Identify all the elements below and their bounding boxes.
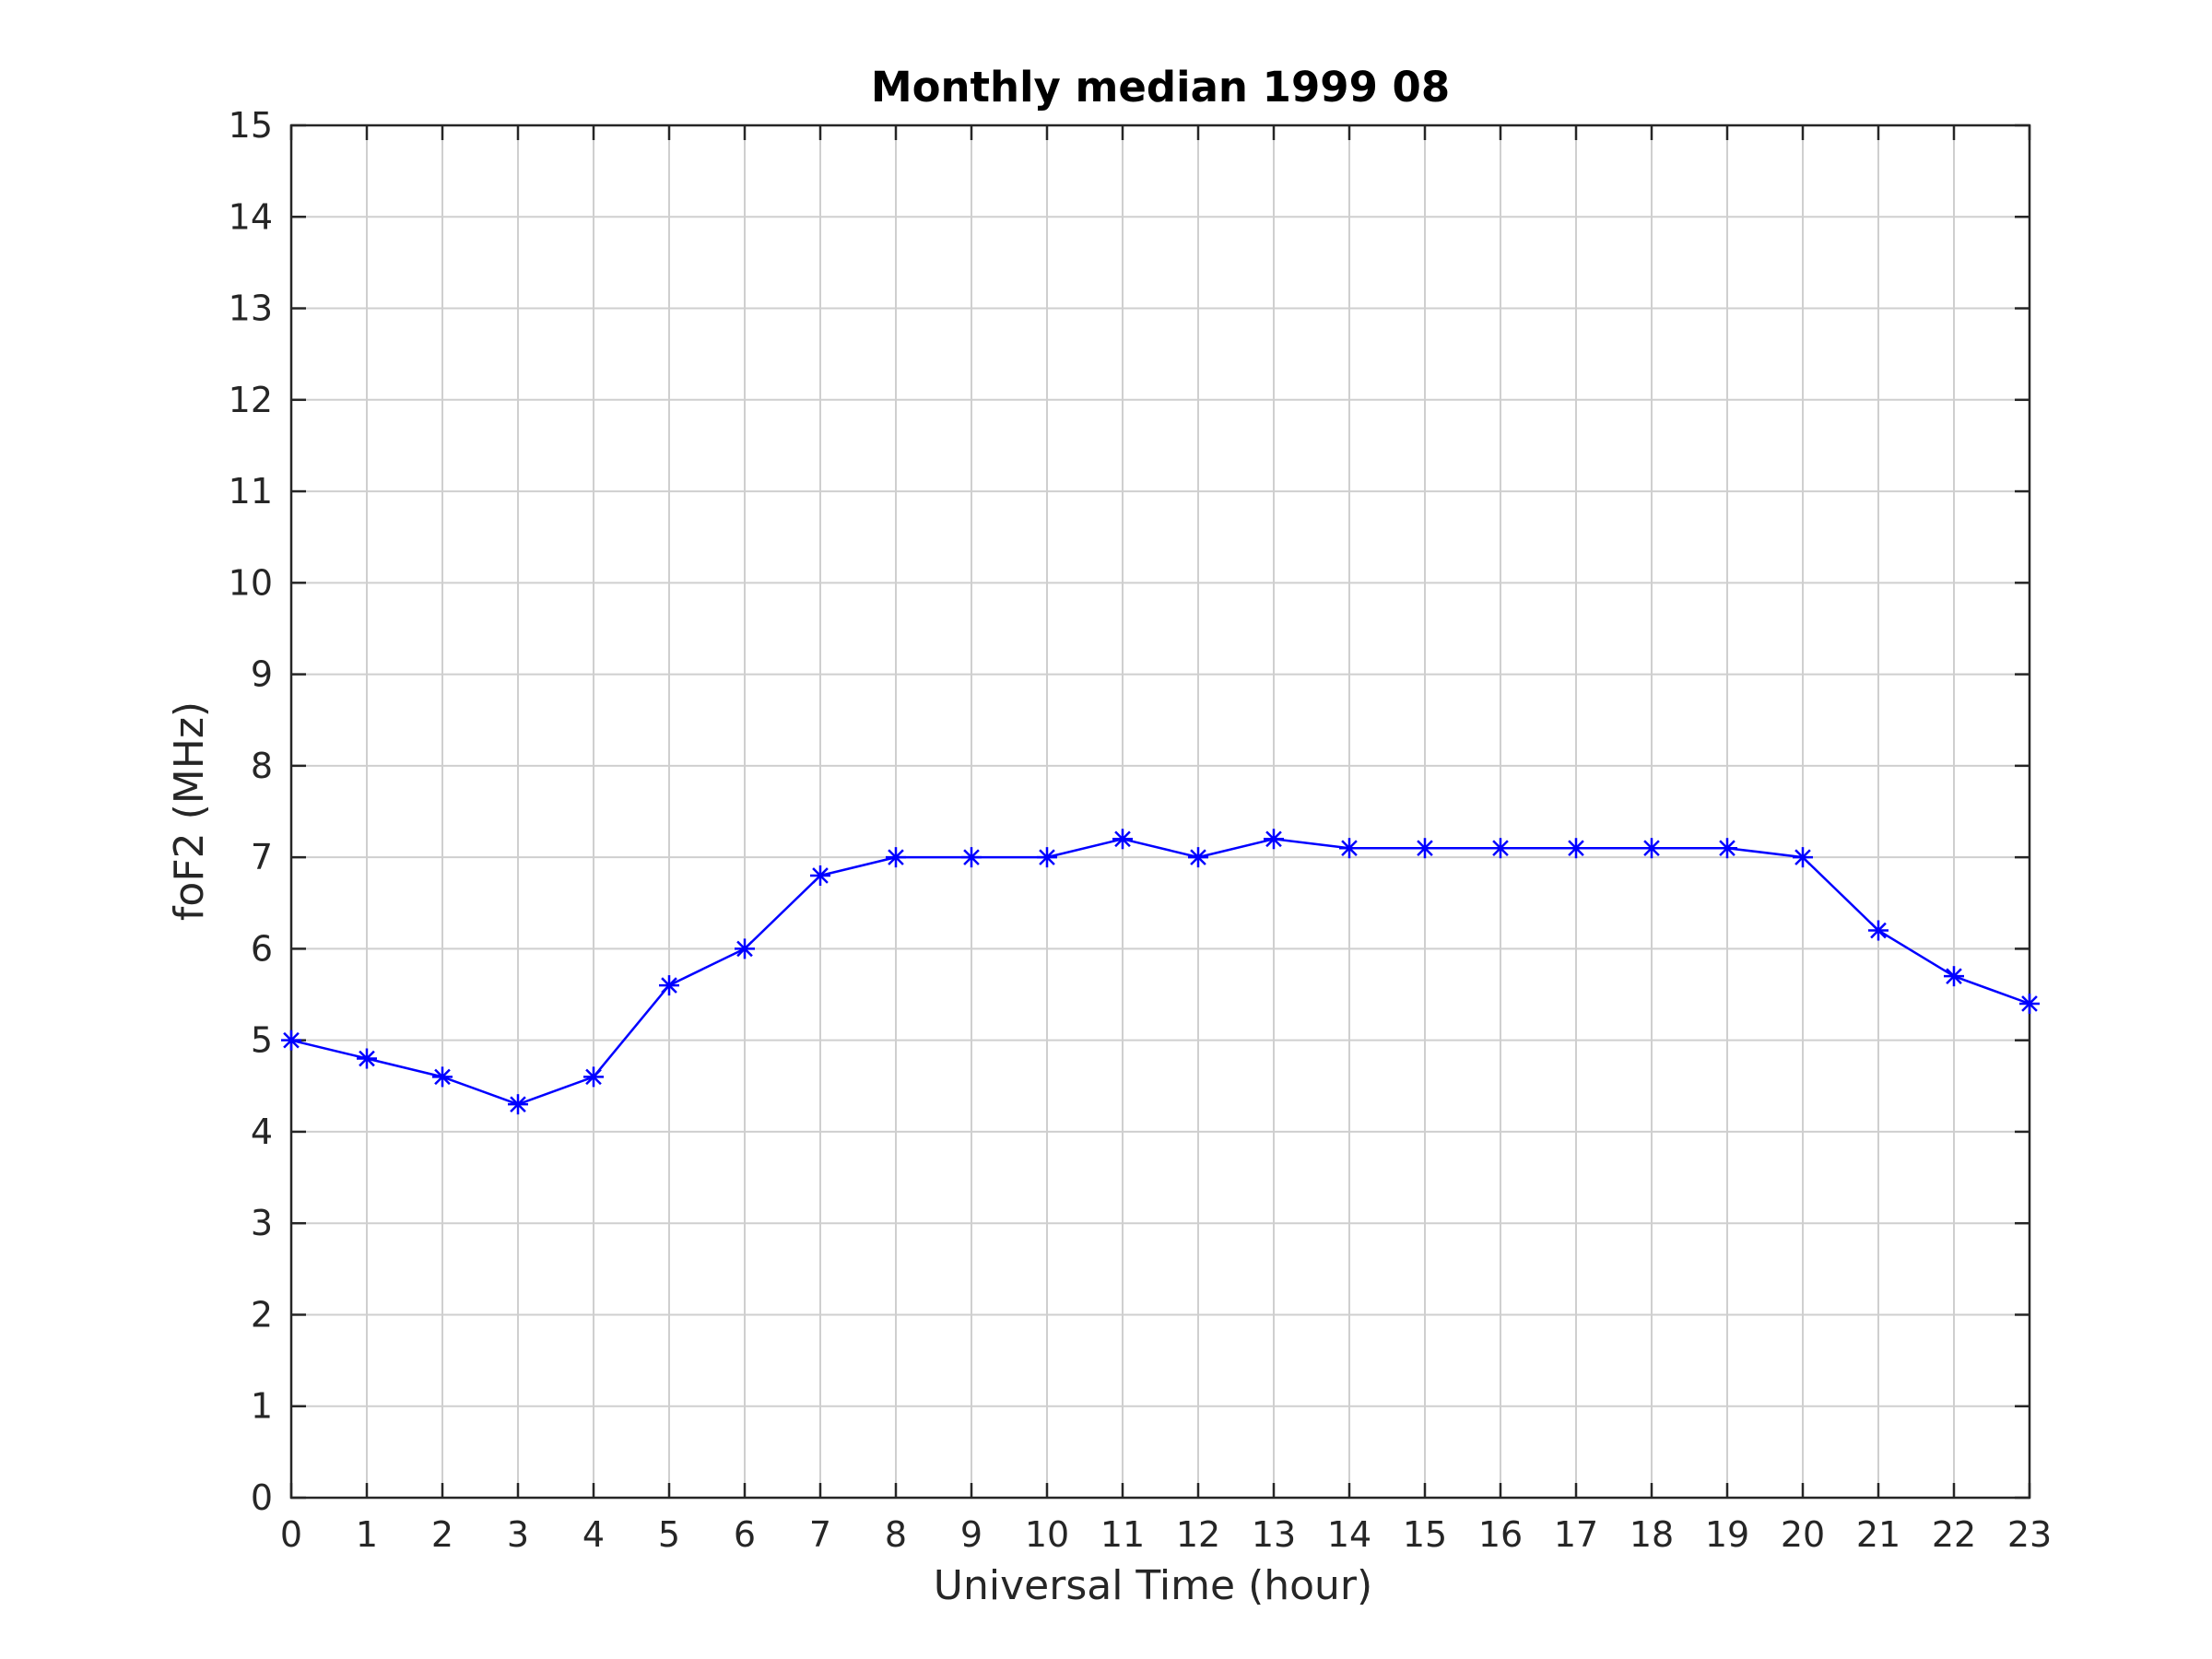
data-point-marker xyxy=(1793,847,1813,868)
x-axis-label: Universal Time (hour) xyxy=(934,1562,1372,1609)
y-tick-label: 2 xyxy=(251,1294,273,1335)
y-tick-label: 13 xyxy=(229,288,273,329)
y-tick-label: 11 xyxy=(229,471,273,512)
x-tick-label: 10 xyxy=(1025,1514,1069,1555)
series-line xyxy=(290,838,2030,1106)
data-point-marker xyxy=(1717,838,1737,859)
chart-title: Monthly median 1999 08 xyxy=(871,63,1450,112)
data-point-marker xyxy=(1415,838,1435,859)
x-tick-label: 16 xyxy=(1478,1514,1523,1555)
data-series xyxy=(281,829,2040,1115)
data-point-marker xyxy=(1868,920,1888,941)
x-tick-label: 9 xyxy=(960,1514,982,1555)
x-tick-label: 11 xyxy=(1100,1514,1145,1555)
x-tick-labels: 0 1 2 3 4 5 6 7 8 9 10 11 12 13 14 15 16 17 18 19 20 21 22 23 xyxy=(280,1514,2052,1555)
data-point-marker xyxy=(1944,966,1964,987)
y-tick-label: 12 xyxy=(229,380,273,420)
y-tick-label: 15 xyxy=(229,105,273,146)
x-tick-label: 14 xyxy=(1327,1514,1371,1555)
axis-ticks xyxy=(289,124,2031,1500)
data-point-marker xyxy=(432,1066,453,1088)
y-tick-label: 4 xyxy=(251,1112,273,1152)
x-tick-label: 1 xyxy=(356,1514,378,1555)
x-tick-label: 6 xyxy=(734,1514,756,1555)
x-tick-label: 18 xyxy=(1630,1514,1674,1555)
y-tick-label: 3 xyxy=(251,1203,273,1243)
axes-box xyxy=(289,124,2031,1500)
x-tick-label: 3 xyxy=(507,1514,529,1555)
x-tick-label: 13 xyxy=(1252,1514,1296,1555)
x-tick-label: 0 xyxy=(280,1514,302,1555)
x-tick-label: 7 xyxy=(809,1514,831,1555)
y-tick-label: 5 xyxy=(251,1020,273,1061)
data-point-marker xyxy=(583,1066,604,1088)
x-tick-label: 12 xyxy=(1176,1514,1220,1555)
data-point-marker xyxy=(735,938,755,959)
x-tick-label: 17 xyxy=(1554,1514,1598,1555)
data-point-marker xyxy=(2019,993,2040,1014)
data-point-marker xyxy=(1566,838,1586,859)
data-point-marker xyxy=(1037,847,1057,868)
x-tick-label: 2 xyxy=(431,1514,453,1555)
plot-area xyxy=(291,125,2030,1498)
data-point-marker xyxy=(1339,838,1359,859)
x-tick-label: 22 xyxy=(1932,1514,1976,1555)
x-tick-label: 23 xyxy=(2007,1514,2052,1555)
y-tick-label: 8 xyxy=(251,746,273,786)
data-point-marker xyxy=(659,975,679,996)
data-point-marker xyxy=(1112,829,1133,850)
x-tick-label: 5 xyxy=(658,1514,680,1555)
data-point-marker xyxy=(961,847,982,868)
x-tick-label: 21 xyxy=(1856,1514,1900,1555)
data-point-marker xyxy=(1188,847,1208,868)
x-tick-label: 8 xyxy=(885,1514,907,1555)
data-point-marker xyxy=(886,847,906,868)
data-point-marker xyxy=(1264,829,1284,850)
data-point-marker xyxy=(357,1048,377,1069)
y-axis-label: foF2 (MHz) xyxy=(166,701,213,921)
x-tick-label: 20 xyxy=(1781,1514,1825,1555)
y-tick-label: 7 xyxy=(251,837,273,877)
data-point-marker xyxy=(508,1094,528,1115)
grid xyxy=(290,124,2030,1499)
y-tick-label: 10 xyxy=(229,562,273,603)
data-point-marker xyxy=(1490,838,1511,859)
x-tick-label: 19 xyxy=(1705,1514,1749,1555)
y-tick-label: 1 xyxy=(251,1386,273,1427)
y-tick-label: 9 xyxy=(251,654,273,695)
y-tick-label: 6 xyxy=(251,928,273,969)
data-point-marker xyxy=(281,1030,301,1051)
y-tick-label: 14 xyxy=(229,196,273,237)
data-point-marker xyxy=(810,865,830,886)
x-tick-label: 4 xyxy=(582,1514,605,1555)
data-point-marker xyxy=(1641,838,1662,859)
x-tick-label: 15 xyxy=(1403,1514,1447,1555)
y-tick-label: 0 xyxy=(251,1477,273,1518)
